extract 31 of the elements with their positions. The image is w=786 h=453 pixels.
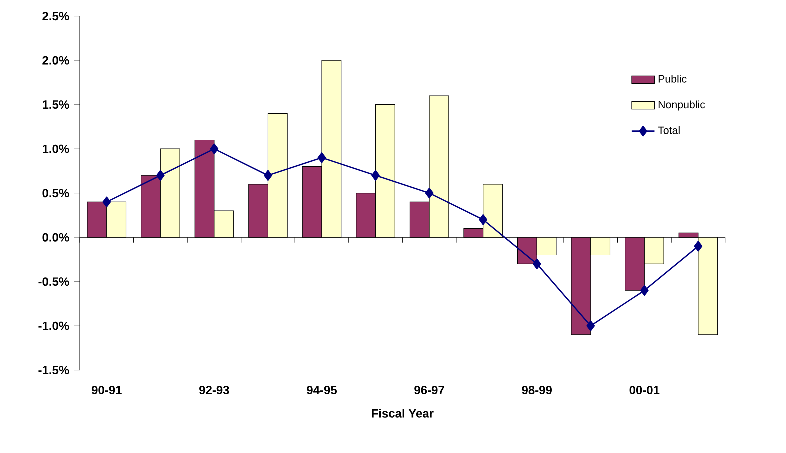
legend-label: Total	[658, 126, 680, 134]
x-tick-label: 98-99	[522, 386, 552, 395]
point	[694, 241, 703, 252]
legend-label: Public	[658, 75, 687, 83]
y-tick-label: 2.0%	[42, 56, 70, 65]
y-tick-label: 1.5%	[43, 100, 70, 110]
x-tick-label: 00-01	[630, 386, 660, 395]
point	[102, 196, 112, 208]
x-axis-title: Fiscal Year	[372, 409, 434, 418]
y-tick-label: 1.0%	[43, 144, 70, 154]
point	[586, 320, 596, 332]
point	[372, 170, 380, 181]
point	[156, 170, 165, 181]
y-tick-label: -1.0%	[38, 322, 70, 330]
y-tick-label: -0.5%	[38, 278, 70, 286]
point	[479, 214, 488, 226]
legend-label: Nonpublic	[658, 100, 706, 111]
x-tick-label: 90-91	[92, 386, 122, 395]
x-tick-label: 94-95	[307, 386, 338, 395]
point	[264, 170, 272, 181]
point	[318, 152, 326, 164]
point	[210, 144, 219, 154]
x-tick-label: 92-93	[200, 386, 230, 395]
y-tick-label: 0.5%	[42, 189, 70, 198]
y-tick-label: 2.5%	[42, 12, 70, 21]
y-tick-label: -1.5%	[38, 366, 70, 375]
point	[640, 285, 649, 296]
y-tick-label: 0.0%	[42, 233, 70, 242]
point	[425, 188, 434, 199]
point	[532, 258, 542, 270]
x-tick-label: 96-97	[414, 386, 444, 395]
